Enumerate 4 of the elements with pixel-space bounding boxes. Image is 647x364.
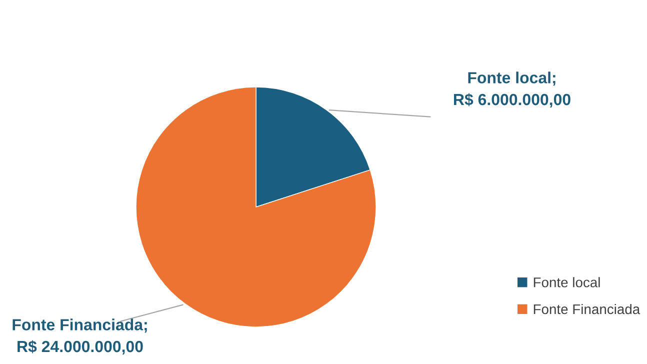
legend-label: Fonte Financiada [534,304,640,314]
data-label: Fonte local; R$ 6.000.000,00 [454,72,570,108]
data-label: Fonte Financiada; R$ 24.000.000,00 [12,318,147,355]
legend-label: Fonte local [534,277,600,288]
